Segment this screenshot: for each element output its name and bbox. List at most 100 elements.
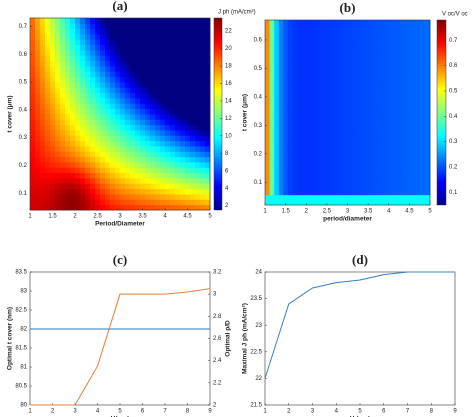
heatmap-cell <box>105 167 111 174</box>
heatmap-cell <box>190 28 196 35</box>
heatmap-cell <box>130 66 136 72</box>
heatmap-cell <box>100 60 106 67</box>
heatmap-cell <box>297 102 303 108</box>
heatmap-cell <box>155 167 161 174</box>
heatmap-cell <box>365 55 371 62</box>
heatmap-cell <box>356 45 362 52</box>
heatmap-cell <box>274 50 280 57</box>
heatmap-cell <box>30 199 36 206</box>
heatmap-cell <box>397 138 403 144</box>
heatmap-cell <box>105 98 111 104</box>
heatmap-cell <box>180 130 186 136</box>
heatmap-cell <box>416 163 422 170</box>
heatmap-cell <box>180 82 186 88</box>
heatmap-cell <box>287 91 293 98</box>
heatmap-cell <box>265 35 270 41</box>
heatmap-cell <box>411 66 417 72</box>
y2-tick-label: 2.6 <box>213 336 222 342</box>
heatmap-cell <box>30 108 36 115</box>
heatmap-cell <box>80 55 86 62</box>
heatmap-cell <box>70 188 76 195</box>
heatmap-cell <box>40 151 46 158</box>
heatmap-cell <box>306 189 312 196</box>
heatmap-cell <box>105 76 111 83</box>
heatmap-cell <box>347 163 353 170</box>
heatmap-cell <box>306 102 312 108</box>
heatmap-cell <box>315 107 321 113</box>
heatmap-cell <box>361 91 367 98</box>
heatmap-cell <box>205 71 211 78</box>
heatmap-cell <box>333 138 339 144</box>
heatmap-cell <box>60 18 66 24</box>
heatmap-cell <box>402 40 408 47</box>
heatmap-cell <box>361 143 367 149</box>
heatmap-cell <box>347 81 353 88</box>
heatmap-cell <box>333 174 339 180</box>
heatmap-cell <box>324 122 330 129</box>
heatmap-cell <box>55 71 61 78</box>
heatmap-cell <box>420 66 426 72</box>
heatmap-cell <box>105 18 111 24</box>
heatmap-cell <box>125 188 131 195</box>
heatmap-cell <box>420 35 426 41</box>
heatmap-cell <box>287 40 293 47</box>
heatmap-cell <box>160 119 166 126</box>
heatmap-cell <box>347 86 353 93</box>
heatmap-cell <box>397 127 403 134</box>
heatmap-cell <box>50 39 56 46</box>
colorbar-tick-label: 0.2 <box>449 165 458 171</box>
heatmap-cell <box>130 28 136 35</box>
heatmap-cell <box>301 25 307 31</box>
heatmap-cell <box>425 199 431 206</box>
heatmap-cell <box>420 163 426 170</box>
heatmap-cell <box>160 23 166 30</box>
heatmap-cell <box>375 102 380 108</box>
heatmap-cell <box>287 81 293 88</box>
heatmap-cell <box>190 98 196 104</box>
heatmap-cell <box>85 204 91 211</box>
heatmap-cell <box>50 50 56 56</box>
heatmap-cell <box>388 35 394 41</box>
heatmap-cell <box>274 25 280 31</box>
heatmap-cell <box>292 199 298 206</box>
heatmap-cell <box>287 153 293 160</box>
heatmap-cell <box>65 194 71 200</box>
heatmap-cell <box>320 158 325 165</box>
heatmap-cell <box>185 108 191 115</box>
heatmap-cell <box>45 162 51 168</box>
heatmap-cell <box>150 50 156 56</box>
heatmap-cell <box>160 44 166 51</box>
heatmap-cell <box>375 138 380 144</box>
heatmap-cell <box>35 76 41 83</box>
heatmap-cell <box>150 82 156 88</box>
heatmap-cell <box>140 92 146 99</box>
heatmap-cell <box>370 61 376 67</box>
heatmap-cell <box>338 148 344 155</box>
heatmap-cell <box>287 148 293 155</box>
heatmap-cell <box>315 102 321 108</box>
heatmap-cell <box>175 130 181 136</box>
heatmap-cell <box>155 114 161 120</box>
heatmap-cell <box>65 183 71 190</box>
heatmap-cell <box>411 189 417 196</box>
heatmap-cell <box>35 194 41 200</box>
heatmap-cell <box>95 18 101 24</box>
heatmap-cell <box>160 50 166 56</box>
heatmap-cell <box>379 122 385 129</box>
heatmap-cell <box>145 172 151 179</box>
heatmap-cell <box>283 30 289 36</box>
heatmap-cell <box>30 87 36 94</box>
heatmap-cell <box>287 158 293 165</box>
heatmap-cell <box>283 66 289 72</box>
heatmap-cell <box>55 87 61 94</box>
heatmap-cell <box>100 146 106 152</box>
heatmap-cell <box>30 178 36 184</box>
heatmap-cell <box>45 124 51 131</box>
heatmap-cell <box>315 112 321 119</box>
heatmap-cell <box>388 45 394 52</box>
heatmap-cell <box>95 23 101 30</box>
heatmap-cell <box>375 35 380 41</box>
heatmap-cell <box>180 199 186 206</box>
heatmap-cell <box>347 199 353 206</box>
heatmap-cell <box>175 140 181 147</box>
